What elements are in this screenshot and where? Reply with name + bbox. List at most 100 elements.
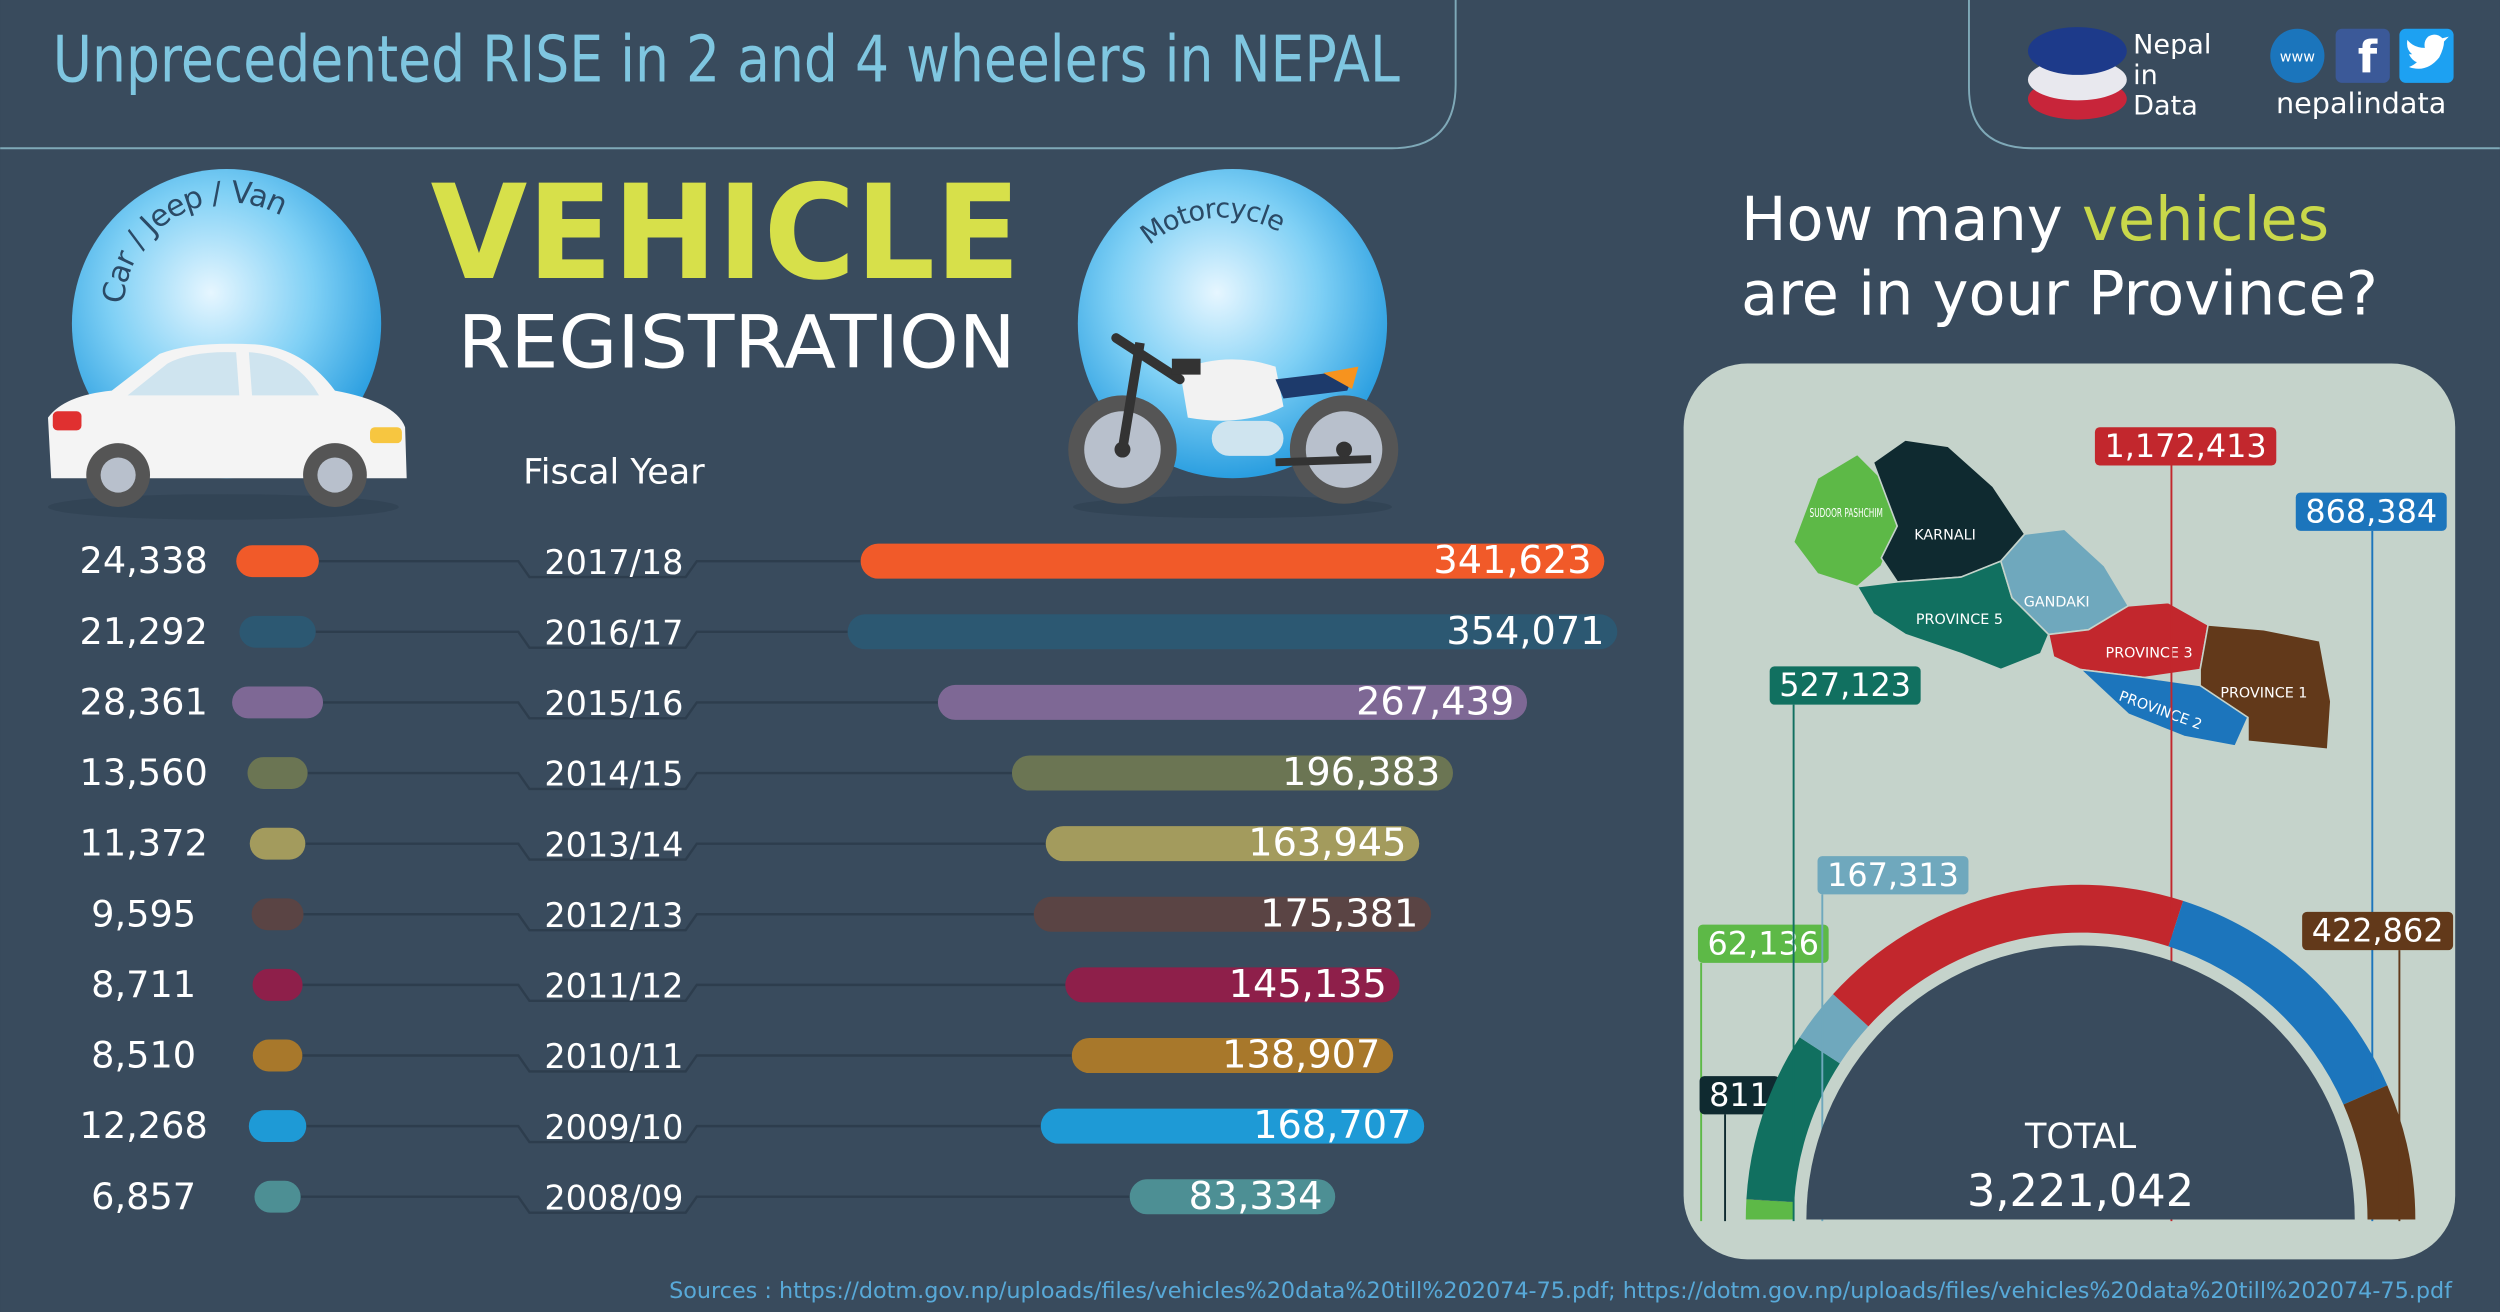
page-title: Unprecedented RISE in 2 and 4 wheelers i… [53, 23, 1400, 97]
total-value: 3,221,042 [1967, 1165, 2194, 1217]
value-label: 341,623 [1433, 538, 1591, 583]
value-label: 24,338 [80, 539, 208, 582]
bar [247, 757, 308, 789]
brand-line: Data [2133, 90, 2198, 121]
value-label: 9,595 [91, 892, 196, 935]
bar [1129, 1179, 1336, 1215]
value-label: 13,560 [80, 751, 208, 794]
value-label: 868,384 [2305, 492, 2437, 530]
province-title: are in your Province? [1741, 260, 2378, 330]
bar [1045, 826, 1420, 862]
chart-title: VEHICLE [431, 157, 1021, 309]
bar [937, 684, 1528, 720]
logo-frame [1968, 0, 2500, 150]
connector [318, 559, 861, 579]
bar [1033, 896, 1432, 932]
value-label-box [1769, 666, 1921, 705]
bar [232, 686, 324, 719]
value-label: 267,439 [1356, 679, 1514, 724]
web-icon-text: www [2280, 49, 2315, 65]
motorcycle-circle [1077, 168, 1388, 479]
value-label: 8,510 [91, 1034, 196, 1077]
value-label: 21,292 [80, 610, 208, 653]
handle: nepalindata [2276, 86, 2446, 120]
connector [300, 1195, 1130, 1214]
value-label: 28,361 [80, 680, 208, 723]
bar [236, 545, 319, 578]
facebook-icon[interactable] [2335, 28, 2390, 83]
chart-subtitle: REGISTRATION [458, 301, 1016, 386]
category-label: 2009/10 [544, 1108, 683, 1147]
category-label: 2012/13 [544, 896, 683, 935]
donut-segment [1833, 884, 2184, 1027]
value-label: 167,313 [1827, 856, 1959, 894]
connector [302, 983, 1066, 1003]
connector [323, 701, 938, 720]
province-label: SUDOOR PASHCHIM [1810, 506, 1883, 521]
bar [251, 898, 304, 931]
title-part: How many [1741, 185, 2063, 255]
donut-segment [2168, 900, 2388, 1105]
province-label: PROVINCE 5 [1916, 612, 2003, 628]
province-title: How many vehicles [1741, 185, 2329, 255]
donut-segment [2343, 1085, 2416, 1220]
logo-icon [2027, 27, 2127, 120]
category-axis-label: Fiscal Year [523, 451, 705, 492]
bar [1011, 755, 1453, 791]
donut-hole [1806, 945, 2355, 1220]
value-label-box [1817, 856, 1969, 895]
province-label: GANDAKI [2024, 595, 2090, 611]
value-label: 138,907 [1222, 1033, 1380, 1078]
category-label: 2008/09 [544, 1178, 683, 1217]
bar [252, 1039, 303, 1072]
brand-line: in [2133, 60, 2158, 91]
value-label: 811 [1709, 1076, 1770, 1114]
car-icon [47, 343, 407, 520]
category-label: 2014/15 [544, 755, 683, 794]
province-label: PROVINCE 3 [2106, 646, 2193, 662]
bar [248, 1110, 307, 1143]
value-label: 145,135 [1229, 962, 1387, 1007]
value-label-box [2302, 911, 2454, 951]
province-map [1792, 439, 2332, 751]
donut-segment [1799, 994, 1869, 1064]
value-label: 11,372 [80, 822, 208, 865]
connector [305, 842, 1046, 861]
bar [860, 543, 1605, 579]
value-label-box [1699, 1076, 1780, 1115]
connector [303, 913, 1034, 932]
category-label: 2010/11 [544, 1037, 683, 1076]
province-label: KARNALI [1914, 528, 1976, 544]
bar [1071, 1037, 1394, 1074]
facebook-glyph: f [2358, 32, 2378, 84]
title-highlight: vehicles [2082, 185, 2329, 255]
bar [239, 615, 316, 648]
motorcycle-icon [1068, 333, 1399, 519]
sources: Sources : https://dotm.gov.np/uploads/fi… [669, 1278, 2453, 1304]
value-label: 6,857 [91, 1175, 196, 1218]
category-label: 2015/16 [544, 684, 683, 723]
value-label: 196,383 [1282, 750, 1440, 795]
brand-line: Nepal [2133, 30, 2211, 61]
value-label-box [2094, 427, 2277, 466]
connector [307, 771, 1012, 791]
value-label: 8,711 [91, 963, 196, 1006]
value-label: 422,862 [2312, 912, 2444, 950]
value-label: 12,268 [80, 1104, 208, 1147]
bar [249, 827, 306, 860]
bar [252, 968, 303, 1001]
value-label-box [1697, 924, 1829, 963]
web-icon[interactable] [2270, 28, 2325, 83]
category-label: 2017/18 [544, 543, 683, 582]
total-label: TOTAL [2024, 1116, 2137, 1157]
bar [1040, 1108, 1425, 1144]
title-frame [0, 0, 1457, 150]
value-label: 175,381 [1260, 891, 1418, 936]
bar [254, 1180, 301, 1213]
value-label: 83,334 [1189, 1174, 1323, 1219]
value-label-box [2295, 492, 2447, 531]
category-label: 2013/14 [544, 825, 683, 864]
connector [306, 1124, 1041, 1144]
